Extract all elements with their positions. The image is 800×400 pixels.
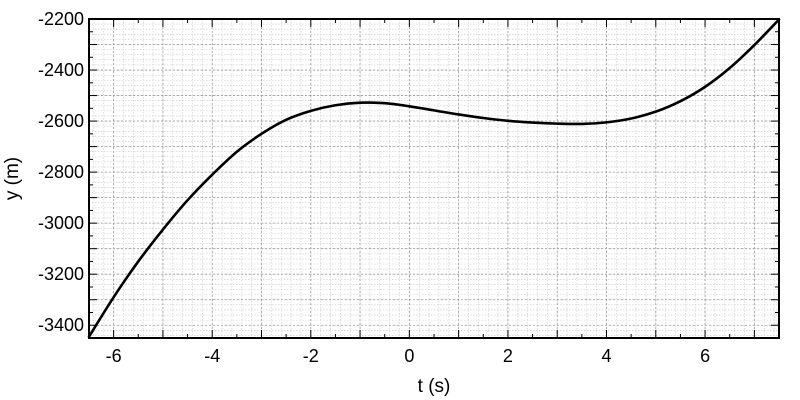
y-tick-label: -3400	[38, 315, 84, 335]
x-tick-label: -2	[303, 346, 319, 366]
x-tick-labels: -6 -4 -2 0 2 4 6	[106, 346, 710, 366]
series-layer	[87, 18, 781, 339]
x-tick-label: 6	[700, 346, 710, 366]
x-tick-label: -4	[204, 346, 220, 366]
series-line-0	[87, 18, 781, 339]
y-tick-label: -3200	[38, 264, 84, 284]
y-tick-label: -2200	[38, 9, 84, 29]
y-tick-label: -2800	[38, 162, 84, 182]
x-tick-label: 0	[404, 346, 414, 366]
x-tick-label: 4	[601, 346, 611, 366]
y-tick-label: -2600	[38, 111, 84, 131]
y-tick-labels: -3400 -3200 -3000 -2800 -2600 -2400 -2200	[38, 9, 84, 335]
y-tick-label: -2400	[38, 60, 84, 80]
y-tick-label: -3000	[38, 213, 84, 233]
plot-background	[89, 19, 779, 338]
y-axis-label: y (m)	[2, 157, 23, 200]
plot-frame	[88, 18, 780, 339]
x-tick-label: -6	[106, 346, 122, 366]
x-tick-label: 2	[503, 346, 513, 366]
minor-grid	[89, 18, 779, 338]
x-axis-label: t (s)	[418, 376, 451, 397]
